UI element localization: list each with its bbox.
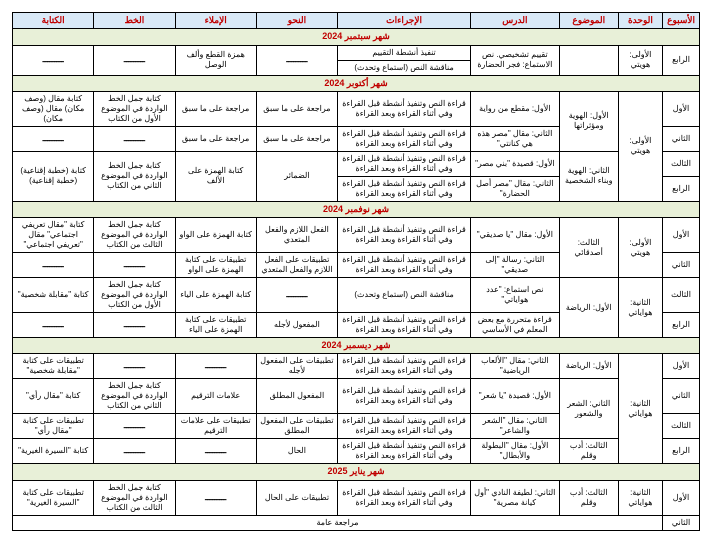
table-row: الأول الأولى: هويتي الأول: الهوية ومؤثرا…: [13, 91, 700, 126]
table-row: الرابع الأولى: هويتي تقييم تشخيصي. نص ال…: [13, 45, 700, 60]
month-nov: شهر نوفمبر 2024: [13, 201, 700, 217]
curriculum-table: الأسبوع الوحدة الموضوع الدرس الإجراءات ا…: [12, 12, 700, 531]
table-row: الرابع الثالث: أدب وقلم الأول: مقال "الب…: [13, 439, 700, 464]
table-row: الثالث الثانية: هواياتي الأول: الرياضة ن…: [13, 278, 700, 313]
month-sep: شهر سبتمبر 2024: [13, 29, 700, 45]
table-row: الثالث الثاني: الهوية وبناء الشخصية الأو…: [13, 151, 700, 176]
col-nahw: النحو: [256, 13, 337, 29]
table-row: الثاني مراجعة عامة: [13, 515, 700, 530]
col-imla: الإملاء: [175, 13, 256, 29]
month-jan: شهر يناير 2025: [13, 464, 700, 480]
col-topic: الموضوع: [559, 13, 618, 29]
month-dec: شهر ديسمبر 2024: [13, 338, 700, 354]
col-kitaba: الكتابة: [13, 13, 94, 29]
col-proc: الإجراءات: [338, 13, 471, 29]
review-cell: مراجعة عامة: [13, 515, 663, 530]
col-unit: الوحدة: [618, 13, 662, 29]
col-khat: الخط: [94, 13, 175, 29]
table-row: الأول الثانية: هواياتي الثالث: أدب وقلم …: [13, 480, 700, 515]
table-row: الأول الأولى: هويتي الثالث: أصدقائي الأو…: [13, 218, 700, 253]
table-row: الأول الثانية: هواياتي الأول: الرياضة ال…: [13, 354, 700, 379]
col-lesson: الدرس: [471, 13, 560, 29]
col-week: الأسبوع: [663, 13, 700, 29]
header-row: الأسبوع الوحدة الموضوع الدرس الإجراءات ا…: [13, 13, 700, 29]
table-row: الثاني الثاني: الشعر والشعور الأول: قصيد…: [13, 379, 700, 414]
month-oct: شهر أكتوبر 2024: [13, 75, 700, 91]
